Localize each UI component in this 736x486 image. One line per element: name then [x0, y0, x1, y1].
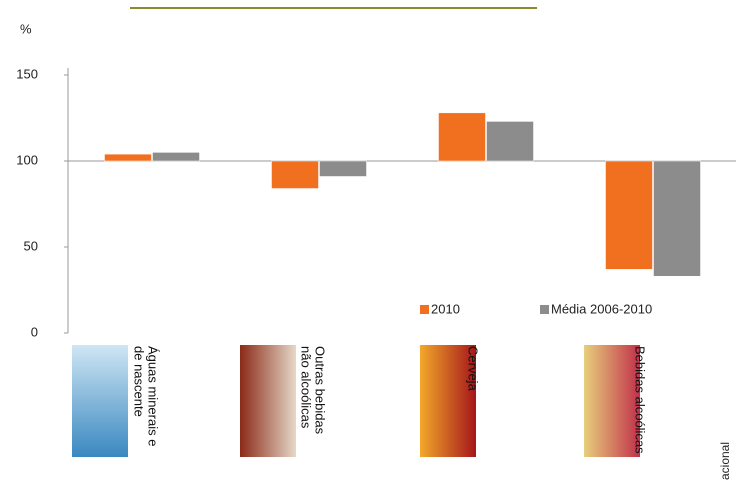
x-tick-label: Outras bebidas não alcoólicas [298, 346, 328, 435]
y-tick-label: 50 [24, 238, 38, 253]
y-axis-label: % [20, 21, 32, 36]
legend-swatch [540, 305, 549, 314]
x-tick-label: Águas minerais e de nascente [131, 346, 161, 447]
bar [653, 160, 701, 277]
bar [152, 152, 200, 162]
category-image [240, 345, 296, 457]
x-tick-label: Bebidas alcoólicas [632, 346, 648, 454]
bar [271, 160, 319, 189]
category-image [72, 345, 128, 457]
bar [486, 121, 534, 162]
category-image [420, 345, 476, 457]
x-tick-label: Cerveja [465, 346, 481, 391]
bar [104, 153, 152, 162]
bar [319, 160, 367, 177]
bar [605, 160, 653, 270]
bar [438, 112, 486, 162]
legend-label: 2010 [431, 301, 460, 316]
category-image [584, 345, 640, 457]
legend-label: Média 2006-2010 [551, 301, 652, 316]
side-note: acional [718, 442, 732, 480]
y-tick-label: 0 [31, 324, 38, 339]
legend-swatch [420, 305, 429, 314]
y-tick-label: 100 [16, 152, 38, 167]
y-tick-label: 150 [16, 66, 38, 81]
